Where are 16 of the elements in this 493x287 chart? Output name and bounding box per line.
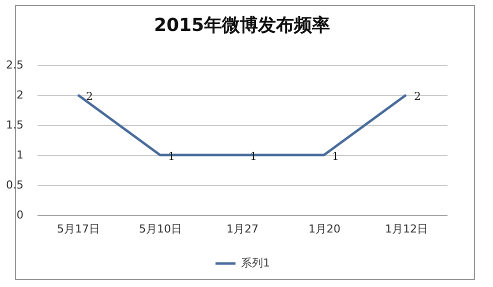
y-tick-label: 0	[16, 208, 24, 222]
x-tick-label: 1月27	[226, 222, 258, 236]
x-tick-label: 1月20	[308, 222, 340, 236]
data-label: 1	[332, 150, 339, 163]
y-tick-label: 2.5	[6, 58, 24, 72]
x-tick-label: 1月12日	[385, 222, 428, 236]
x-tick-label: 5月17日	[57, 222, 100, 236]
legend-label: 系列1	[241, 256, 270, 270]
y-tick-label: 1.5	[6, 118, 24, 132]
x-tick-label: 5月10日	[139, 222, 182, 236]
y-tick-label: 2	[16, 88, 24, 102]
y-tick-label: 0.5	[6, 178, 24, 192]
data-label: 2	[86, 90, 93, 103]
data-label: 2	[414, 90, 421, 103]
y-tick-label: 1	[16, 148, 24, 162]
chart-title: 2015年微博发布频率	[154, 15, 330, 36]
